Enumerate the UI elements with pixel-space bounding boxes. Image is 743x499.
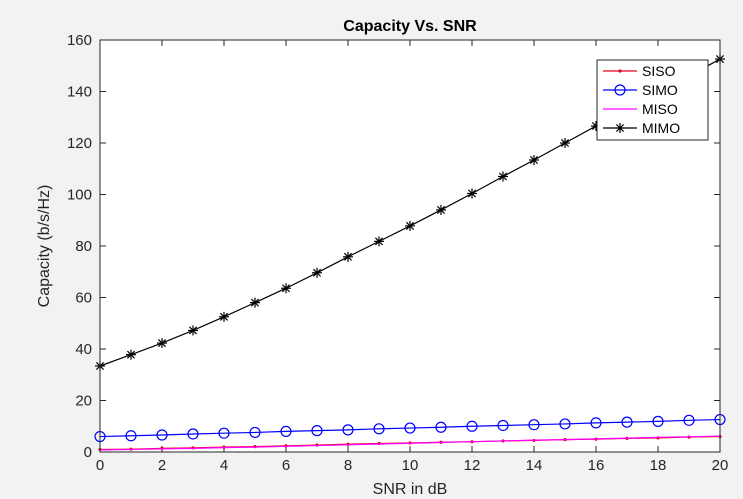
data-point-simo — [435, 421, 447, 433]
y-tick-label: 20 — [75, 393, 92, 410]
x-tick-label: 10 — [402, 457, 419, 474]
legend-label-miso: MISO — [642, 101, 678, 117]
data-point-simo — [528, 419, 540, 431]
x-tick-label: 2 — [158, 457, 166, 474]
data-point-simo — [218, 427, 230, 439]
x-axis-label: SNR in dB — [373, 481, 448, 498]
y-tick-label: 40 — [75, 341, 92, 358]
legend-label-mimo: MIMO — [642, 120, 680, 136]
x-tick-label: 6 — [282, 457, 290, 474]
data-point-mimo — [467, 188, 477, 199]
legend-box — [596, 59, 709, 141]
x-tick-label: 8 — [344, 457, 352, 474]
data-point-mimo — [157, 338, 167, 349]
data-point-mimo — [343, 251, 353, 262]
x-tick-label: 4 — [220, 457, 228, 474]
data-point-mimo — [250, 297, 260, 308]
data-point-simo — [590, 417, 602, 429]
legend-marker-siso — [618, 69, 622, 73]
data-point-simo — [466, 420, 478, 432]
data-point-simo — [280, 425, 292, 437]
legend-label-siso: SISO — [642, 63, 676, 79]
y-tick-label: 160 — [67, 32, 92, 49]
y-tick-label: 80 — [75, 238, 92, 255]
data-point-mimo — [281, 283, 291, 294]
y-tick-label: 120 — [67, 135, 92, 152]
x-tick-label: 16 — [588, 457, 605, 474]
legend-item-mimo[interactable]: MIMO — [603, 120, 680, 136]
legend-marker-mimo — [615, 123, 625, 133]
data-point-mimo — [126, 349, 136, 360]
data-point-simo — [559, 418, 571, 430]
data-point-simo — [621, 416, 633, 428]
y-tick-label: 60 — [75, 290, 92, 307]
y-tick-label: 100 — [67, 187, 92, 204]
y-tick-label: 140 — [67, 84, 92, 101]
y-tick-label: 0 — [84, 444, 92, 461]
data-point-simo — [249, 426, 261, 439]
legend-item-simo[interactable]: SIMO — [603, 82, 678, 98]
data-point-simo — [497, 419, 509, 432]
x-tick-label: 0 — [96, 457, 104, 474]
data-point-simo — [342, 424, 354, 436]
legend-item-siso[interactable]: SISO — [603, 63, 676, 79]
legend[interactable]: SISO SIMO MISO MIMO — [596, 59, 709, 141]
x-tick-label: 18 — [650, 457, 667, 474]
data-point-simo — [683, 414, 695, 426]
data-point-simo — [125, 430, 137, 442]
chart-title: Capacity Vs. SNR — [343, 18, 477, 35]
data-point-simo — [311, 425, 323, 437]
data-point-mimo — [529, 154, 539, 165]
data-point-mimo — [560, 138, 570, 148]
y-ticks: 0 20 40 60 80 100 120 140 160 — [67, 32, 720, 461]
data-point-simo — [187, 428, 199, 440]
x-tick-label: 14 — [526, 457, 543, 474]
data-point-mimo — [219, 311, 229, 322]
data-point-mimo — [312, 267, 322, 278]
legend-label-simo: SIMO — [642, 82, 678, 98]
data-point-mimo — [436, 204, 446, 215]
series-line-simo — [99, 418, 721, 438]
legend-marker-simo — [614, 84, 626, 96]
series-line-miso — [99, 435, 721, 451]
data-point-mimo — [374, 236, 384, 247]
plot-frame — [99, 39, 721, 453]
data-point-mimo — [405, 220, 415, 231]
y-axis-label: Capacity (b/s/Hz) — [36, 185, 53, 308]
data-point-mimo — [498, 171, 508, 182]
x-tick-label: 12 — [464, 457, 481, 474]
data-point-simo — [652, 415, 664, 427]
data-point-simo — [373, 423, 385, 435]
x-ticks: 0 2 4 6 8 10 12 14 16 18 20 — [96, 40, 729, 474]
data-point-mimo — [188, 325, 198, 336]
data-point-simo — [156, 429, 168, 441]
data-point-simo — [404, 422, 416, 434]
legend-item-miso[interactable]: MISO — [603, 101, 678, 117]
x-tick-label: 20 — [712, 457, 729, 474]
